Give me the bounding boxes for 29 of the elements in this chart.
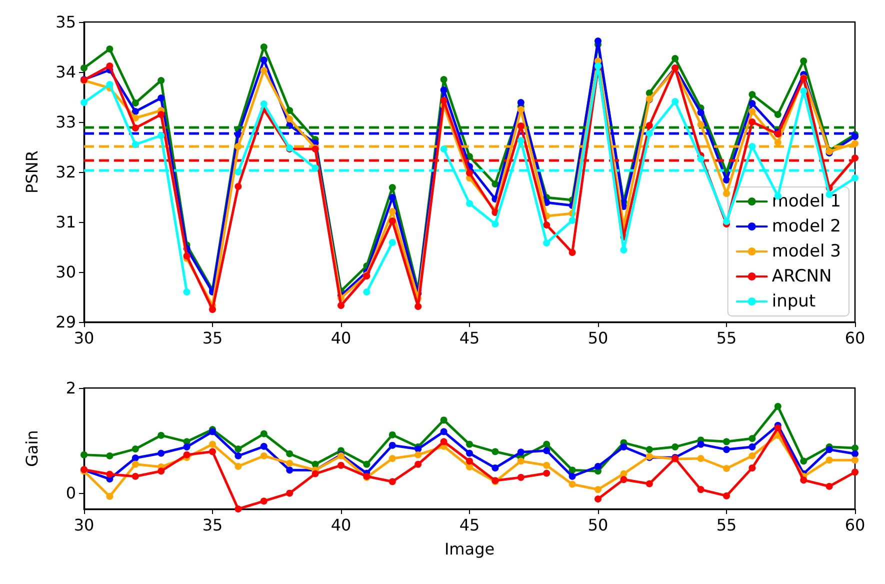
y-tick-label: 2	[66, 378, 76, 398]
legend-label: input	[772, 292, 816, 312]
x-tick-label: 35	[202, 516, 223, 534]
y-tick-label: 35	[56, 12, 76, 32]
y-axis-title: Gain	[22, 430, 42, 467]
legend-label: ARCNN	[772, 266, 832, 286]
legend-label: model 1	[772, 192, 841, 212]
x-tick-label: 40	[330, 516, 352, 534]
x-tick-label: 40	[330, 328, 352, 348]
y-axis-title: PSNR	[22, 150, 42, 194]
y-tick-label: 32	[56, 162, 76, 182]
x-tick-label: 50	[588, 516, 608, 534]
y-tick-label: 34	[56, 62, 76, 82]
y-tick-label: 0	[66, 484, 76, 503]
legend-label: model 2	[772, 216, 841, 236]
x-tick-label: 60	[844, 328, 866, 348]
y-tick-label: 30	[56, 262, 76, 282]
x-tick-label: 55	[716, 516, 737, 534]
y-tick-label: 31	[56, 212, 76, 232]
x-tick-label: 60	[844, 516, 866, 534]
x-tick-label: 35	[202, 328, 223, 348]
y-tick-label: 29	[56, 312, 76, 332]
legend-label: model 3	[772, 242, 841, 262]
x-tick-label: 45	[459, 328, 480, 348]
x-tick-label: 50	[588, 328, 608, 348]
x-tick-label: 55	[716, 328, 737, 348]
y-tick-label: 33	[56, 112, 76, 132]
x-axis-title: Image	[444, 540, 495, 558]
x-tick-label: 45	[459, 516, 480, 534]
